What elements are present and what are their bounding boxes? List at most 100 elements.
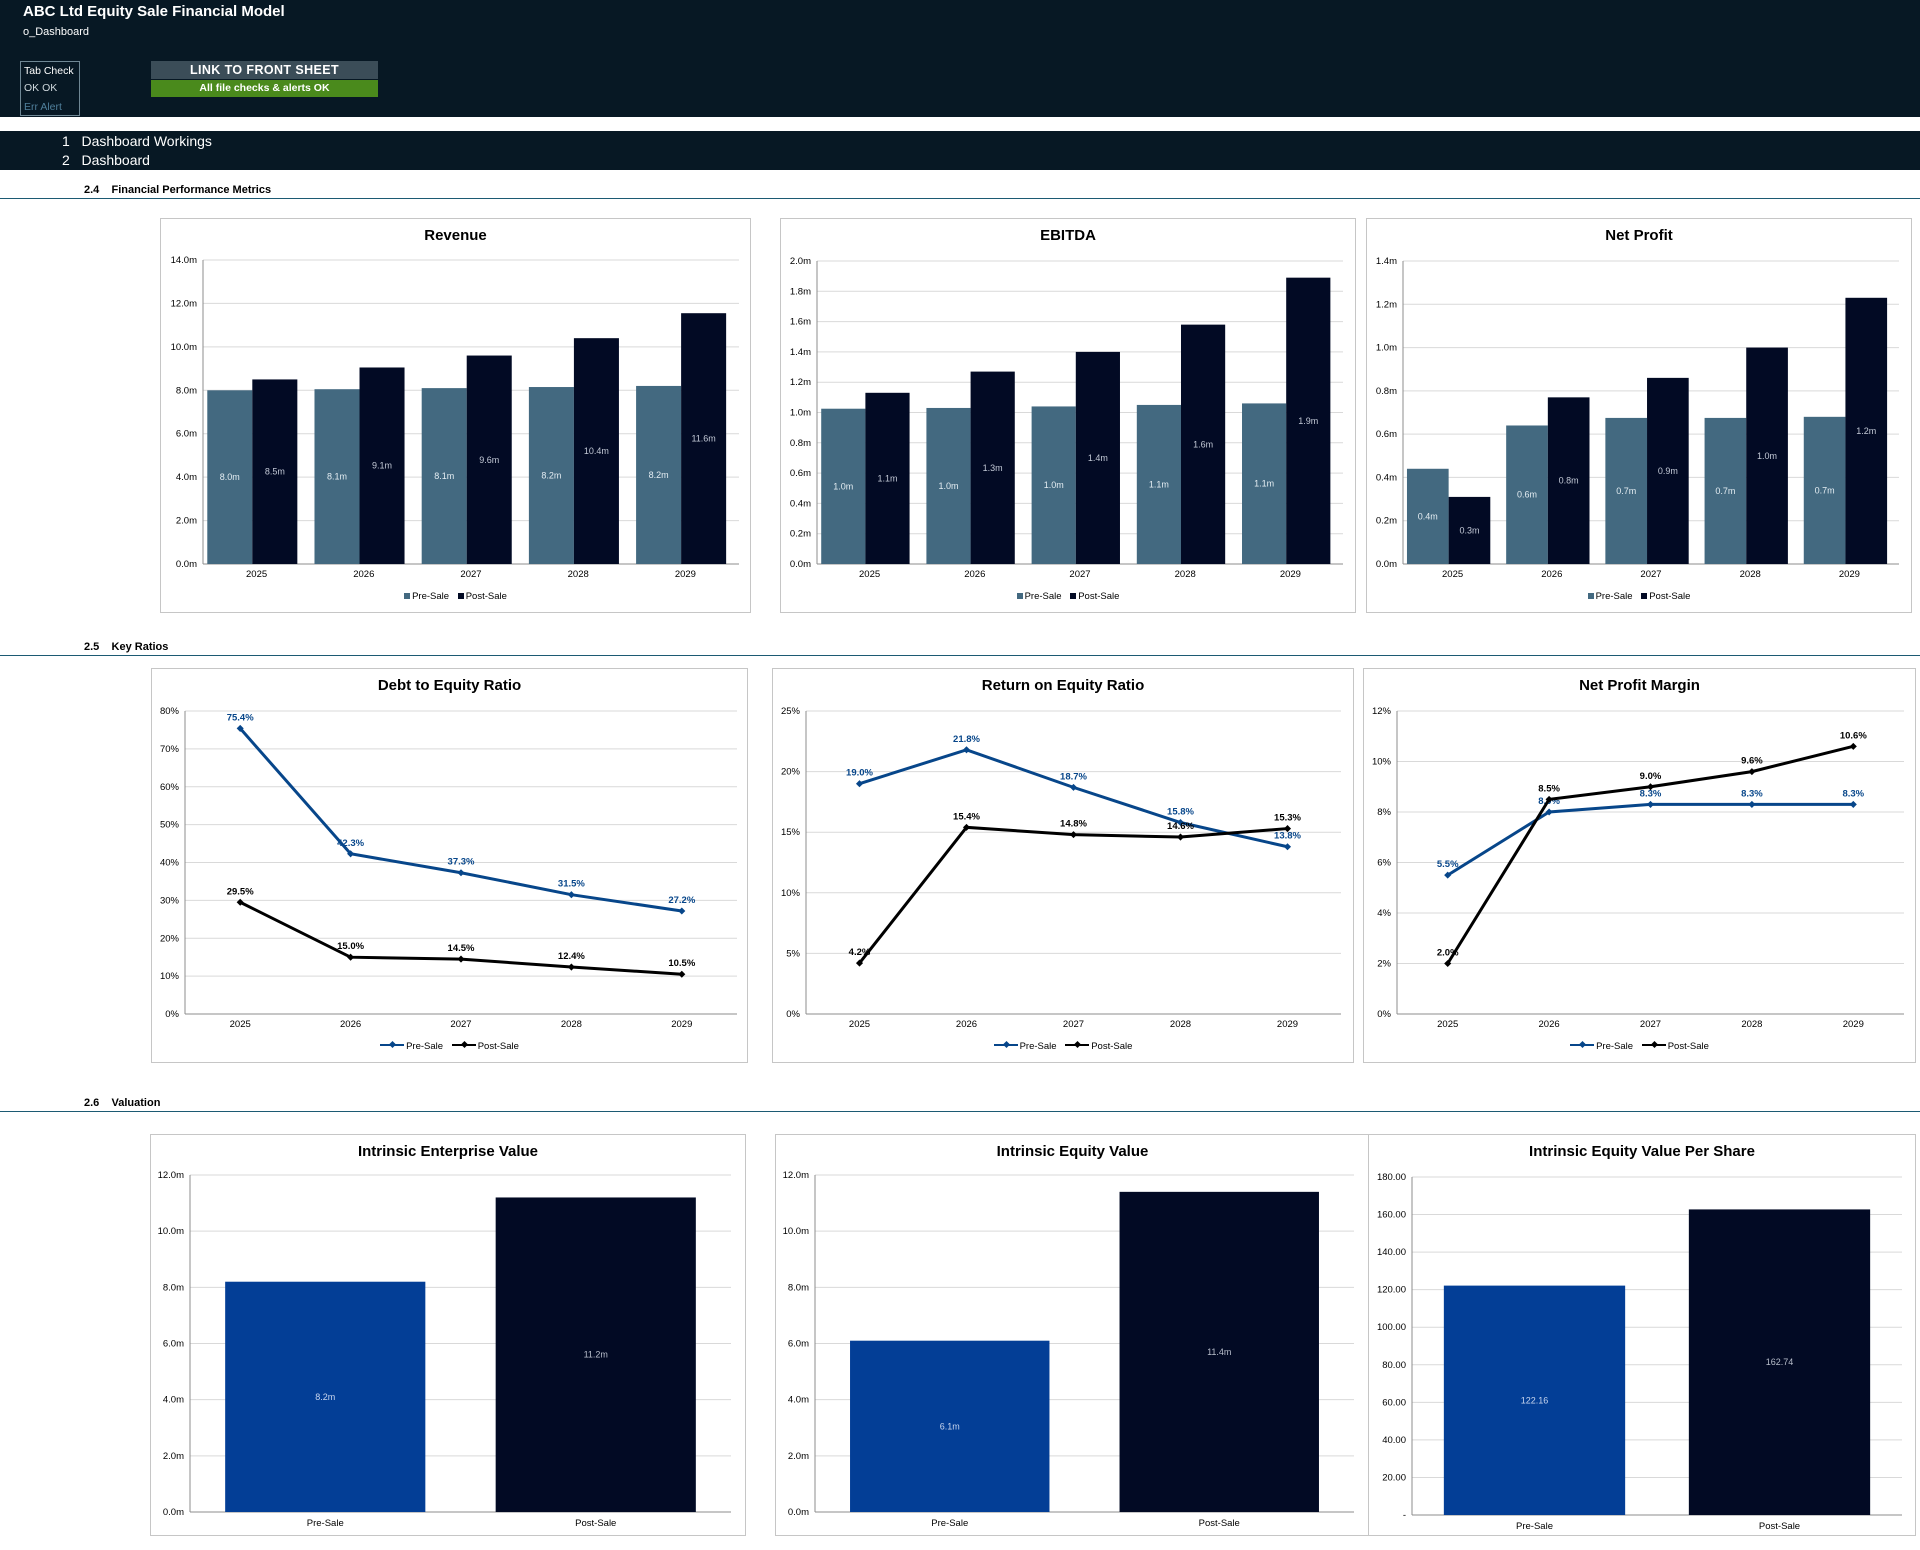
- x-tick-label: 2027: [1069, 569, 1090, 580]
- data-label: 8.2m: [315, 1392, 335, 1402]
- file-checks-status: All file checks & alerts OK: [151, 80, 378, 97]
- error-alert-label: Err Alert: [24, 101, 62, 113]
- y-tick-label: 6.0m: [788, 1339, 809, 1350]
- y-tick-label: 140.00: [1377, 1247, 1406, 1258]
- pre-sale-bar: [528, 387, 574, 564]
- post-sale-bar: [1547, 397, 1590, 564]
- data-label: 8.1m: [434, 471, 454, 481]
- x-tick-label: 2026: [1539, 1019, 1560, 1030]
- post-sale-marker: [236, 898, 244, 906]
- y-tick-label: 8%: [1377, 807, 1391, 818]
- y-tick-label: 14.0m: [171, 255, 197, 266]
- data-label: 2.0%: [1437, 948, 1459, 959]
- x-tick-label: Pre-Sale: [307, 1518, 344, 1529]
- data-label: 10.6%: [1840, 730, 1867, 741]
- post-sale-bar: [970, 371, 1015, 564]
- y-tick-label: 10%: [160, 971, 180, 982]
- pre-sale-marker: [567, 891, 575, 899]
- chart-title: Intrinsic Equity Value Per Share: [1529, 1143, 1755, 1160]
- data-label: 11.6m: [691, 434, 715, 444]
- legend-post-sale: Post-Sale: [1070, 591, 1119, 602]
- post-sale-bar: [1647, 377, 1689, 564]
- post-sale-bar: [1688, 1209, 1871, 1515]
- data-label: 10.4m: [584, 446, 609, 456]
- debt-to-equity-chart: Debt to Equity Ratio 0% 10% 20% 30% 40% 50% 60…: [151, 668, 748, 1063]
- pre-sale-marker: [457, 869, 465, 877]
- y-tick-label: 6.0m: [163, 1339, 184, 1350]
- return-on-equity-plot: 0% 5% 10% 15% 20% 25% 2025 2026 2027 2028 2029 19.0…: [781, 706, 1341, 1030]
- y-tick-label: 8.0m: [163, 1282, 184, 1293]
- pre-sale-bar: [1605, 417, 1648, 564]
- intrinsic-equity-value-chart: Intrinsic Equity Value 0.0m 2.0m 4.0m 6.0m 8…: [775, 1134, 1370, 1536]
- x-tick-label: 2027: [1640, 1019, 1661, 1030]
- y-tick-label: 180.00: [1377, 1172, 1406, 1183]
- data-label: 6.1m: [940, 1421, 960, 1431]
- legend-pre-sale: Pre-Sale: [1587, 591, 1633, 602]
- section-divider: [0, 655, 1920, 656]
- y-tick-label: 0.2m: [790, 529, 811, 540]
- app-title: ABC Ltd Equity Sale Financial Model: [23, 3, 285, 20]
- x-tick-label: 2027: [1640, 569, 1661, 580]
- post-sale-marker: [678, 970, 686, 978]
- y-tick-label: 0.6m: [790, 468, 811, 479]
- section-divider: [0, 1111, 1920, 1112]
- y-tick-label: 8.0m: [788, 1282, 809, 1293]
- pre-sale-marker: [1444, 871, 1452, 879]
- link-to-front-sheet-button[interactable]: LINK TO FRONT SHEET: [151, 61, 378, 79]
- y-tick-label: 100.00: [1377, 1322, 1406, 1333]
- data-label: 8.3%: [1640, 788, 1662, 799]
- data-label: 1.1m: [1254, 479, 1274, 489]
- chart-legend: Pre-Sale Post-Sale: [1364, 1041, 1915, 1052]
- chart-title: Intrinsic Equity Value: [996, 1143, 1149, 1160]
- post-sale-bar: [1180, 324, 1226, 564]
- chart-legend: Pre-Sale Post-Sale: [781, 591, 1355, 602]
- y-tick-label: 10.0m: [783, 1226, 809, 1237]
- post-sale-marker: [567, 963, 575, 971]
- chart-legend: Pre-Sale Post-Sale: [152, 1041, 747, 1052]
- data-label: 14.6%: [1167, 821, 1194, 832]
- data-label: 8.0m: [220, 472, 240, 482]
- y-tick-label: 1.6m: [790, 317, 811, 328]
- x-tick-label: 2027: [460, 569, 481, 580]
- chart-legend: Pre-Sale Post-Sale: [773, 1041, 1353, 1052]
- revenue-plot: 0.0m 2.0m 4.0m 6.0m 8.0m 10.0m 12.0m 14.0m 2025 8…: [171, 255, 739, 580]
- pre-sale-bar: [850, 1340, 1050, 1512]
- section-divider: [0, 198, 1920, 199]
- y-tick-label: 120.00: [1377, 1285, 1406, 1296]
- post-sale-bar: [1286, 277, 1331, 564]
- pre-sale-bar: [1242, 403, 1287, 564]
- intrinsic-equity-value-per-share-chart: Intrinsic Equity Value Per Share - 20.00 4…: [1368, 1134, 1916, 1536]
- legend-post-sale: Post-Sale: [451, 1041, 519, 1052]
- sheet-name: o_Dashboard: [23, 26, 90, 38]
- data-label: 9.6%: [1741, 756, 1763, 767]
- debt-to-equity-plot: 0% 10% 20% 30% 40% 50% 60% 70% 80% 2025 2026 2027 20…: [160, 706, 737, 1030]
- net-profit-margin-chart: Net Profit Margin 0% 2% 4% 6% 8% 10% 12% 2025 20…: [1363, 668, 1916, 1063]
- intrinsic-enterprise-value-chart: Intrinsic Enterprise Value 0.0m 2.0m 4.0m 6…: [150, 1134, 746, 1536]
- x-tick-label: 2029: [1277, 1019, 1298, 1030]
- y-tick-label: 12.0m: [171, 298, 197, 309]
- data-label: 15.3%: [1274, 813, 1301, 824]
- post-sale-marker: [1748, 768, 1756, 776]
- chart-title: Net Profit Margin: [1579, 677, 1700, 694]
- pre-sale-marker: [855, 780, 864, 788]
- y-tick-label: 40.00: [1382, 1435, 1406, 1446]
- y-tick-label: -: [1403, 1510, 1406, 1521]
- data-label: 11.4m: [1207, 1347, 1231, 1357]
- x-tick-label: 2027: [1063, 1019, 1084, 1030]
- data-label: 1.0m: [1757, 451, 1777, 461]
- y-tick-label: 70%: [160, 744, 180, 755]
- data-label: 27.2%: [668, 895, 695, 906]
- y-tick-label: 0.4m: [1376, 472, 1397, 483]
- nav-dashboard-workings[interactable]: 1 Dashboard Workings: [62, 133, 212, 149]
- y-tick-label: 0.8m: [1376, 386, 1397, 397]
- data-label: 18.7%: [1060, 771, 1087, 782]
- data-label: 8.2m: [541, 471, 561, 481]
- x-tick-label: 2029: [1839, 569, 1860, 580]
- data-label: 1.9m: [1298, 416, 1318, 426]
- data-label: 1.3m: [983, 463, 1003, 473]
- x-tick-label: 2029: [675, 569, 696, 580]
- legend-post-sale: Post-Sale: [1641, 591, 1690, 602]
- nav-dashboard[interactable]: 2 Dashboard: [62, 152, 150, 168]
- post-sale-bar: [1845, 297, 1888, 564]
- post-sale-bar: [359, 367, 405, 564]
